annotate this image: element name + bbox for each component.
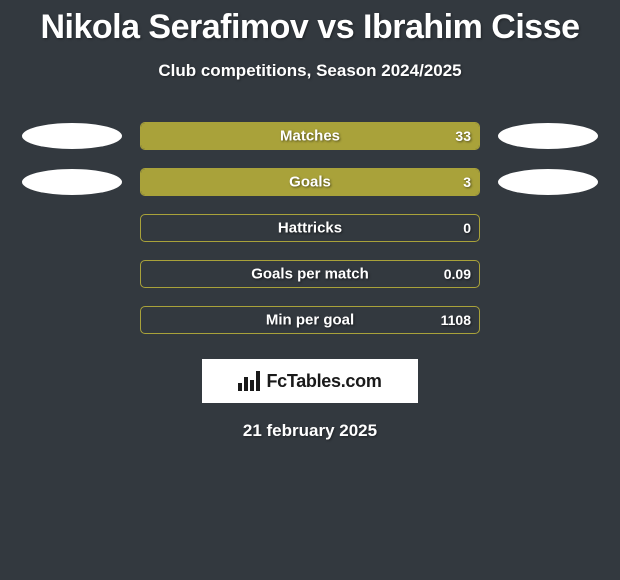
stat-rows: Matches 33 Goals 3 Hattricks 0 Goals per match… [0, 113, 620, 343]
stat-bar: Goals 3 [140, 168, 480, 196]
stat-bar: Goals per match 0.09 [140, 260, 480, 288]
branding-text: FcTables.com [266, 371, 381, 392]
page-title: Nikola Serafimov vs Ibrahim Cisse [0, 0, 620, 47]
stat-value: 0.09 [444, 266, 471, 282]
stat-row: Min per goal 1108 [0, 297, 620, 343]
stat-row: Hattricks 0 [0, 205, 620, 251]
left-ellipse [22, 123, 122, 149]
stat-row: Matches 33 [0, 113, 620, 159]
stat-label: Hattricks [278, 220, 342, 237]
right-ellipse [498, 123, 598, 149]
stat-value: 33 [455, 128, 471, 144]
page-subtitle: Club competitions, Season 2024/2025 [0, 61, 620, 81]
branding-box: FcTables.com [202, 359, 418, 403]
right-ellipse [498, 169, 598, 195]
stat-row: Goals per match 0.09 [0, 251, 620, 297]
stat-bar: Min per goal 1108 [140, 306, 480, 334]
stat-value: 1108 [441, 312, 471, 328]
stat-bar: Matches 33 [140, 122, 480, 150]
date-label: 21 february 2025 [0, 421, 620, 441]
stat-label: Min per goal [266, 312, 354, 329]
stat-label: Goals per match [251, 266, 369, 283]
stat-value: 0 [463, 220, 471, 236]
stat-bar: Hattricks 0 [140, 214, 480, 242]
left-ellipse [22, 169, 122, 195]
stat-row: Goals 3 [0, 159, 620, 205]
stat-label: Matches [280, 128, 340, 145]
stat-value: 3 [463, 174, 471, 190]
stat-label: Goals [289, 174, 331, 191]
bar-chart-icon [238, 371, 260, 391]
